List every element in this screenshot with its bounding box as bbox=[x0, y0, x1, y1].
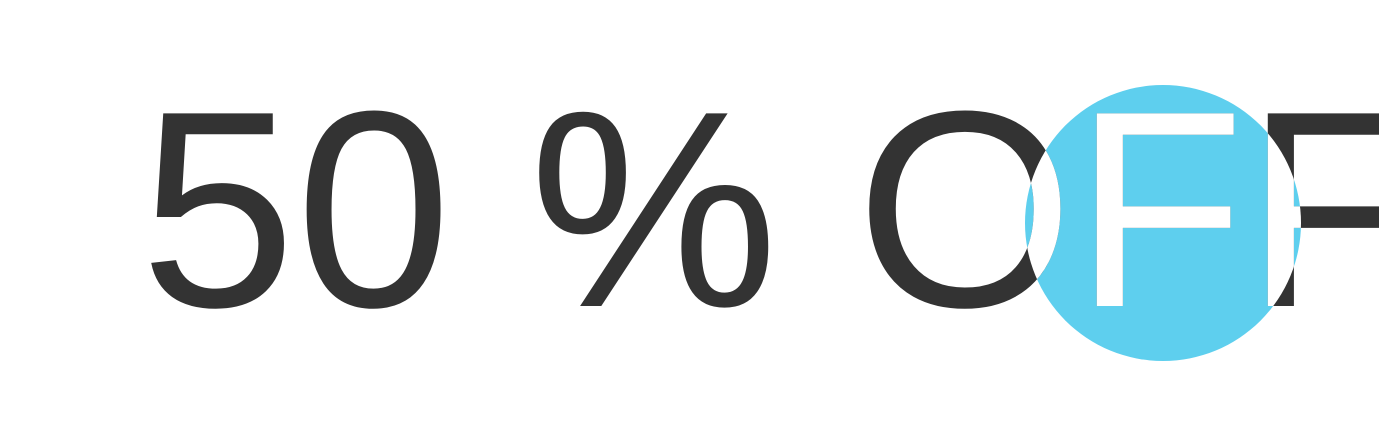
highlight-circle-overlay: 50 % OFF bbox=[1025, 85, 1301, 361]
highlight-circle bbox=[1025, 85, 1301, 361]
discount-headline: 50 % OFF bbox=[140, 54, 1379, 366]
discount-headline-highlighted: 50 % OFF bbox=[1025, 85, 1301, 361]
